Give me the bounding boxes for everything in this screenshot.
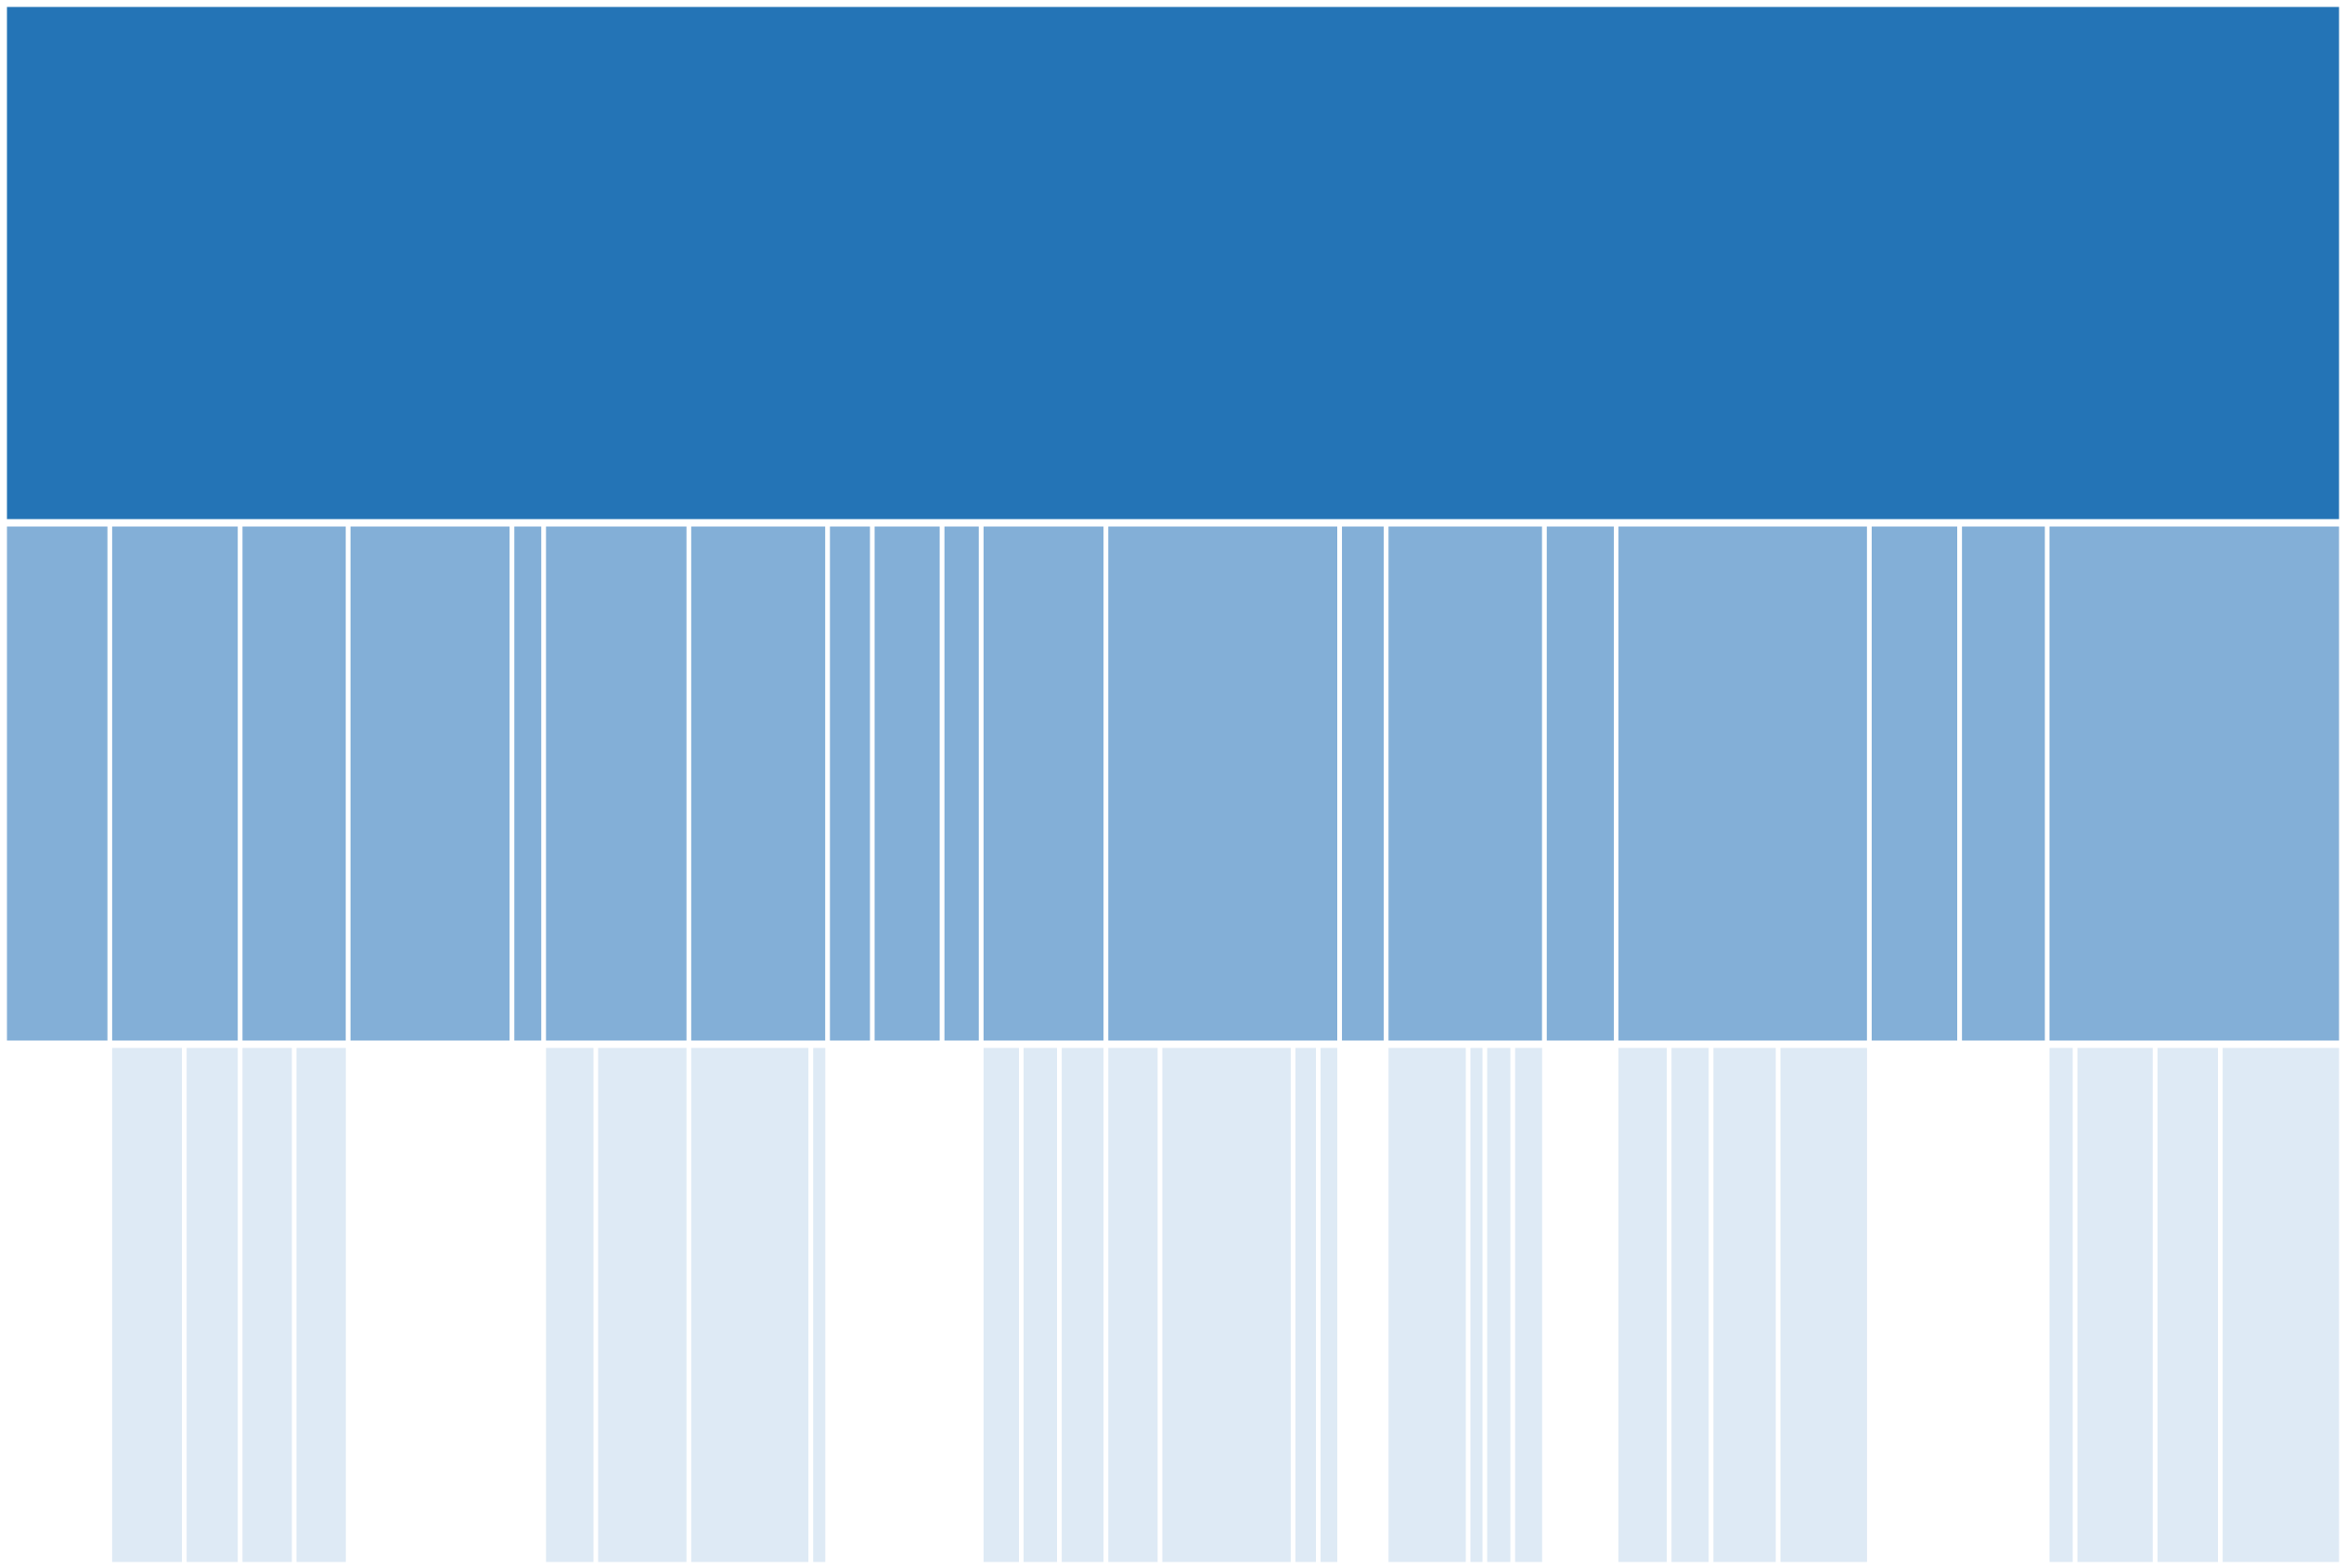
category-cell-14: [1384, 521, 1547, 1046]
subcategory-cell-7-1: [686, 1043, 814, 1567]
category-cell-12: [1103, 521, 1343, 1046]
subcategory-cell-11-3: [1057, 1043, 1109, 1567]
subcategory-cell-12-2: [1157, 1043, 1295, 1567]
category-cell-13: [1337, 521, 1389, 1046]
subcategory-cell-2-2: [182, 1043, 243, 1567]
category-cell-19: [2044, 521, 2344, 1046]
subcategory-level: [107, 1043, 2344, 1567]
subcategory-cell-11-2: [1018, 1043, 1063, 1567]
subcategory-cell-14-1: [1384, 1043, 1471, 1567]
category-cell-18: [1957, 521, 2050, 1046]
category-cell-5: [509, 521, 547, 1046]
subcategory-cell-16-4: [1775, 1043, 1872, 1567]
category-cell-17: [1866, 521, 1963, 1046]
subcategory-cell-16-2: [1667, 1043, 1714, 1567]
subcategory-cell-7-2: [808, 1043, 831, 1567]
category-cell-3: [238, 521, 351, 1046]
category-cell-2: [107, 521, 243, 1046]
subcategory-cell-12-3: [1290, 1043, 1321, 1567]
subcategory-cell-14-4: [1510, 1043, 1547, 1567]
subcategory-cell-12-4: [1316, 1043, 1343, 1567]
subcategory-cell-14-3: [1482, 1043, 1515, 1567]
category-level: [2, 521, 2344, 1046]
subcategory-cell-11-1: [978, 1043, 1024, 1567]
subcategory-cell-3-2: [291, 1043, 351, 1567]
subcategory-cell-19-1: [2044, 1043, 2078, 1567]
subcategory-cell-2-1: [107, 1043, 187, 1567]
subcategory-cell-3-1: [238, 1043, 297, 1567]
category-cell-6: [541, 521, 691, 1046]
category-cell-16: [1614, 521, 1872, 1046]
subcategory-cell-19-2: [2072, 1043, 2158, 1567]
category-cell-4: [345, 521, 515, 1046]
subcategory-cell-14-2: [1465, 1043, 1488, 1567]
category-cell-7: [686, 521, 831, 1046]
category-cell-1: [2, 521, 112, 1046]
root-cell: [2, 2, 2344, 524]
subcategory-cell-16-1: [1614, 1043, 1672, 1567]
category-cell-15: [1541, 521, 1619, 1046]
category-cell-10: [939, 521, 984, 1046]
subcategory-cell-19-3: [2152, 1043, 2224, 1567]
root-level: [2, 2, 2344, 524]
subcategory-cell-6-1: [541, 1043, 599, 1567]
subcategory-cell-19-4: [2218, 1043, 2344, 1567]
subcategory-cell-16-3: [1708, 1043, 1781, 1567]
category-cell-8: [825, 521, 875, 1046]
subcategory-cell-12-1: [1103, 1043, 1163, 1567]
category-cell-9: [870, 521, 945, 1046]
category-cell-11: [978, 521, 1109, 1046]
subcategory-cell-6-2: [593, 1043, 691, 1567]
